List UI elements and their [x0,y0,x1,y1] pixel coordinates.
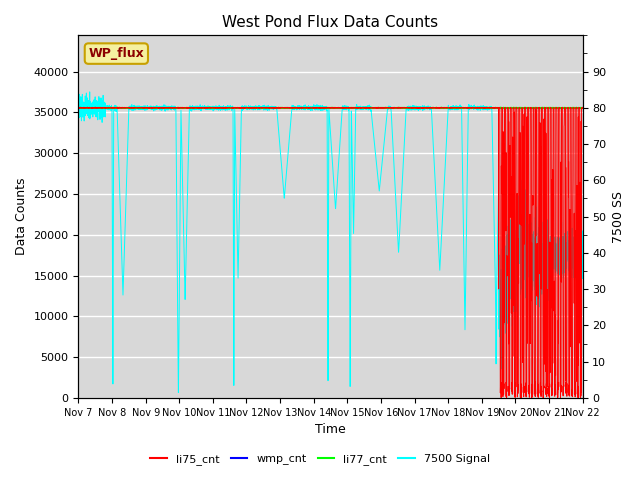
li77_cnt [268,105,275,110]
li75_cnt [403,105,410,110]
7500 Signal [166,105,174,110]
li75_cnt [579,105,586,111]
Title: West Pond Flux Data Counts: West Pond Flux Data Counts [223,15,438,30]
li75_cnt [268,105,275,110]
wmp_cnt [451,105,458,110]
wmp_cnt [547,105,555,111]
X-axis label: Time: Time [315,423,346,436]
li75_cnt [574,395,582,401]
wmp_cnt [579,105,586,110]
li77_cnt [236,105,244,111]
Y-axis label: Data Counts: Data Counts [15,178,28,255]
Y-axis label: 7500 SS: 7500 SS [612,191,625,242]
wmp_cnt [403,105,410,111]
wmp_cnt [75,105,83,111]
li77_cnt [451,105,459,110]
7500 Signal [175,390,182,396]
li75_cnt [451,105,458,110]
7500 Signal [490,170,497,176]
li75_cnt [166,105,174,111]
Legend: li75_cnt, wmp_cnt, li77_cnt, 7500 Signal: li75_cnt, wmp_cnt, li77_cnt, 7500 Signal [146,450,494,469]
li77_cnt [490,105,497,111]
li75_cnt [489,105,497,111]
wmp_cnt [166,105,174,110]
li77_cnt [75,105,83,111]
Text: WP_flux: WP_flux [88,47,144,60]
7500 Signal [377,171,385,177]
li75_cnt [298,105,305,110]
wmp_cnt [377,105,385,111]
7500 Signal [75,109,83,115]
7500 Signal [451,105,459,111]
li77_cnt [114,105,122,110]
7500 Signal [403,106,410,112]
wmp_cnt [489,105,497,111]
li77_cnt [166,105,174,111]
Line: li75_cnt: li75_cnt [79,108,582,398]
wmp_cnt [268,105,275,111]
li77_cnt [377,105,385,111]
li77_cnt [403,105,410,111]
7500 Signal [268,106,275,111]
li77_cnt [579,105,586,111]
wmp_cnt [375,105,383,110]
7500 Signal [86,89,93,95]
li75_cnt [377,105,385,111]
Line: 7500 Signal: 7500 Signal [79,92,582,393]
7500 Signal [579,237,586,242]
li75_cnt [75,105,83,110]
